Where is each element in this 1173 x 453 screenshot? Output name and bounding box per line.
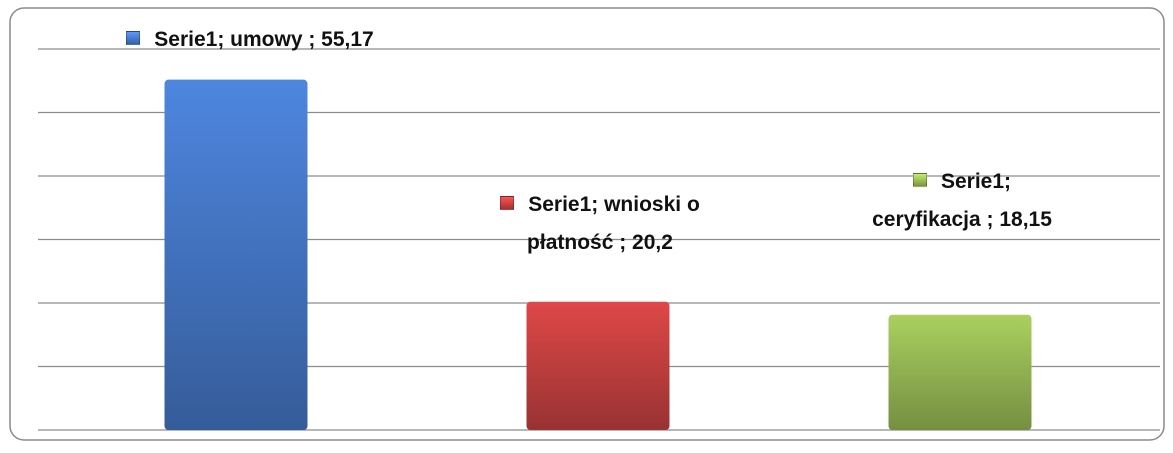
bar [164, 79, 308, 430]
data-label-text: Serie1; ceryfikacja ; 18,15 [872, 170, 1052, 231]
legend-marker [912, 173, 927, 187]
data-label-text: Serie1; wnioski o płatność ; 20,2 [527, 193, 700, 254]
bar [888, 314, 1032, 430]
bar [526, 301, 670, 430]
data-label: Serie1; umowy ; 55,17 [105, 21, 395, 59]
data-label-text: Serie1; umowy ; 55,17 [154, 28, 374, 51]
data-label: Serie1; ceryfikacja ; 18,15 [867, 163, 1057, 239]
legend-marker [126, 31, 141, 45]
legend-marker [500, 196, 515, 210]
data-label: Serie1; wnioski o płatność ; 20,2 [465, 186, 735, 262]
